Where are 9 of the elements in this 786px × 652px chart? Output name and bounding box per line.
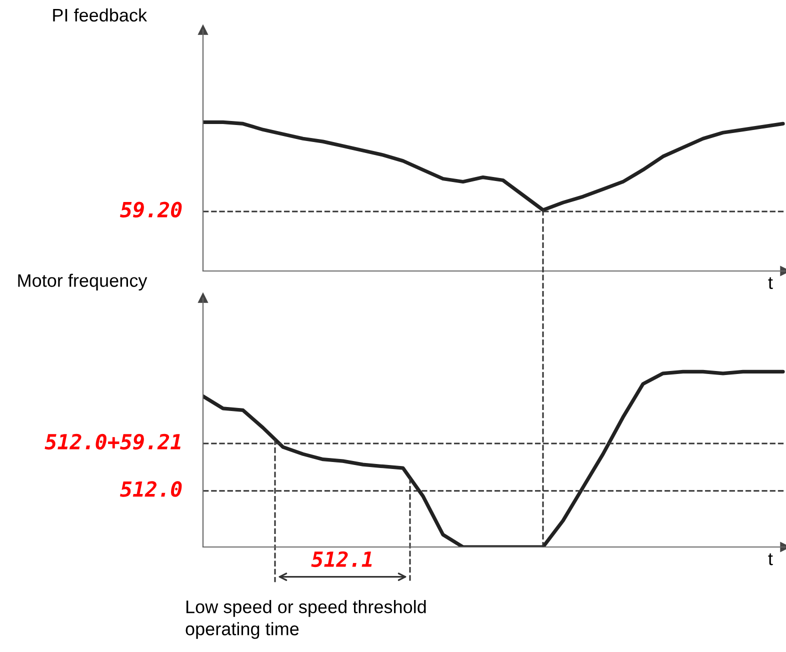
text: 512.0 <box>120 481 182 497</box>
text: 512.1 <box>311 551 372 568</box>
text: Low speed or speed threshold operating time <box>186 600 426 639</box>
y-axis-title: PI feedback <box>53 8 148 22</box>
x-axis-title: t <box>768 277 773 290</box>
text: 59.20 <box>120 202 182 218</box>
x-axis-title: t <box>768 553 773 566</box>
text: 512.0+59.21 <box>44 434 180 450</box>
y-axis-title: Motor frequency <box>18 274 148 291</box>
